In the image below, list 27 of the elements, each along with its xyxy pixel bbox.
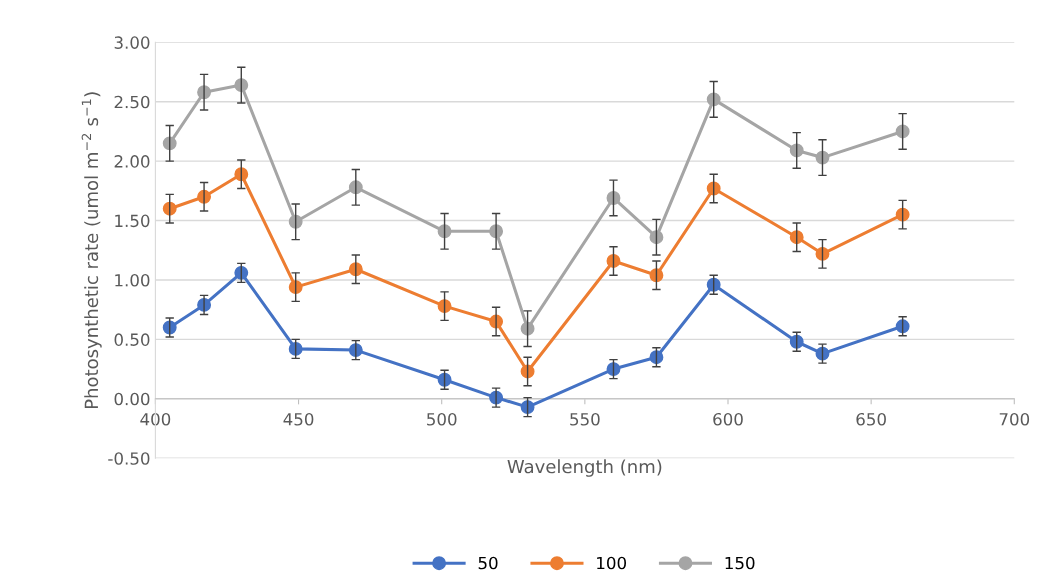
x-tick-label: 550 [570, 412, 600, 426]
y-axis-title: Photosynthetic rate (umol m$^{−2}$ s$^{−1}$) [81, 92, 102, 409]
x-tick-label: 600 [713, 412, 743, 426]
legend-label: 50 [478, 556, 498, 570]
legend-label: 100 [597, 556, 627, 570]
x-tick-label: 650 [856, 412, 886, 426]
y-tick-label: 0.50 [114, 333, 150, 346]
x-tick-label: 450 [283, 412, 314, 426]
point [234, 265, 249, 280]
y-tick-label: 2.50 [114, 95, 150, 109]
point [606, 191, 621, 205]
y-tick-label: 3.00 [114, 36, 150, 49]
point [234, 78, 249, 93]
y-tick-label: -0.50 [108, 452, 150, 465]
point [606, 254, 621, 268]
legend-label: 150 [725, 556, 755, 570]
y-tick-label: 1.00 [115, 273, 150, 287]
y-tick-label: 0.00 [114, 392, 150, 406]
x-tick-label: 500 [427, 412, 457, 426]
x-tick-label: 400 [140, 412, 171, 426]
y-tick-label: 2.00 [114, 155, 150, 168]
point [789, 230, 804, 245]
x-tick-label: 700 [999, 412, 1030, 426]
point [288, 341, 303, 356]
x-axis-title: Wavelength (nm) [507, 459, 662, 477]
point [288, 280, 303, 295]
y-tick-label: 1.50 [115, 214, 150, 228]
